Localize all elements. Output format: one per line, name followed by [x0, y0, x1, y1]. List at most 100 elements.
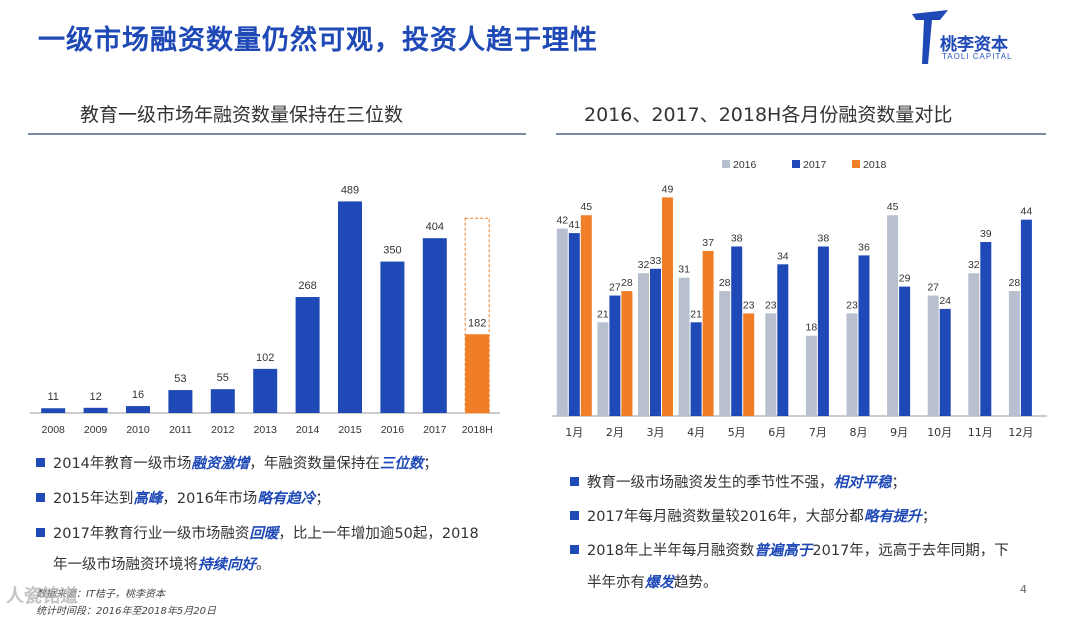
bar [580, 215, 592, 416]
bar [858, 255, 870, 416]
right-bullet-2: 2017年每月融资数量较2016年，大部分都略有提升； [570, 505, 936, 526]
bullet-highlight: 高峰 [133, 491, 163, 507]
left-bullet-3-line2: 年一级市场融资环境将持续向好。 [53, 553, 271, 574]
bullet-highlight: 融资激增 [191, 456, 250, 472]
bar [887, 215, 899, 416]
bar [422, 238, 447, 413]
tick-label: 9月 [890, 426, 908, 439]
bar [719, 291, 731, 416]
bullet-text: ，2016年市场 [162, 491, 258, 507]
tick-label: 12月 [1008, 426, 1033, 439]
data-label: 53 [174, 373, 186, 385]
bar [380, 261, 405, 413]
bar [83, 407, 108, 413]
right-bullet-3-line2: 半年亦有爆发趋势。 [587, 571, 718, 592]
legend-swatch [852, 160, 860, 168]
bar [556, 228, 568, 416]
bar [939, 308, 951, 416]
logo-name: 桃李资本 [940, 35, 1008, 55]
bar [1008, 291, 1020, 416]
bullet-highlight: 回暖 [249, 526, 279, 542]
bullet-square-icon [36, 458, 45, 467]
data-label: 28 [719, 277, 731, 289]
bar [568, 233, 580, 416]
tick-label: 11月 [968, 426, 993, 439]
data-label: 38 [731, 232, 743, 244]
data-label: 21 [690, 308, 702, 320]
tick-label: 2018H [462, 424, 493, 436]
data-label: 31 [678, 264, 690, 276]
bullet-highlight: 略有趋冷 [257, 491, 316, 507]
bar [253, 368, 278, 413]
bullet-square-icon [570, 477, 579, 486]
bullet-text: 趋势。 [674, 575, 718, 591]
bullet-text: 2014年教育一级市场 [53, 456, 192, 472]
bullet-text: ； [423, 456, 438, 472]
right-chart-subtitle: 2016、2017、2018H各月份融资数量对比 [584, 104, 953, 126]
bar [465, 334, 490, 413]
tick-label: 6月 [768, 426, 786, 439]
legend-label: 2018 [863, 159, 887, 171]
legend-label: 2017 [803, 159, 827, 171]
tick-label: 2011 [169, 424, 192, 436]
right-divider [556, 133, 1046, 135]
data-label: 38 [818, 232, 830, 244]
source-note: 数据来源：IT桔子，桃李资本 [36, 589, 166, 600]
bullet-text: 2017年教育行业一级市场融资 [53, 526, 250, 542]
bar [41, 408, 66, 413]
bullet-highlight: 略有提升 [863, 509, 922, 525]
bullet-text: 年一级市场融资环境将 [53, 557, 198, 573]
data-label: 12 [89, 391, 101, 403]
watermark: 人瓷铭道 [6, 586, 78, 607]
tick-label: 4月 [687, 426, 705, 439]
page-number: 4 [1020, 583, 1027, 596]
legend-label: 2016 [733, 159, 757, 171]
tick-label: 5月 [728, 426, 746, 439]
bar [609, 295, 621, 416]
left-bullet-3: 2017年教育行业一级市场融资回暖，比上一年增加逾50起，2018 [36, 522, 479, 543]
right-bullet-3: 2018年上半年每月融资数普遍高于2017年，远高于去年同期，下 [570, 539, 1009, 560]
data-label: 29 [899, 273, 911, 285]
tick-label: 7月 [809, 426, 827, 439]
data-label: 27 [609, 282, 621, 294]
bar [210, 389, 235, 413]
bar [597, 322, 609, 416]
bar [638, 273, 649, 416]
bar [765, 313, 777, 416]
data-label: 41 [568, 219, 580, 231]
bullet-highlight: 爆发 [645, 575, 674, 591]
bar [650, 268, 661, 416]
data-label: 18 [806, 322, 818, 334]
bar [927, 295, 939, 416]
data-label: 36 [858, 241, 870, 253]
bullet-text: 2017年每月融资数量较2016年，大部分都 [587, 509, 864, 525]
bar [817, 246, 829, 416]
tick-label: 2008 [42, 424, 66, 436]
data-label: 45 [887, 201, 899, 213]
time-range-note: 统计时间段：2016年至2018年5月20日 [36, 606, 216, 617]
left-bullet-2: 2015年达到高峰，2016年市场略有趋冷； [36, 487, 330, 508]
data-label: 28 [1009, 277, 1021, 289]
data-label: 102 [256, 352, 274, 364]
left-divider [28, 133, 526, 135]
bar [805, 335, 817, 416]
data-label: 16 [132, 389, 144, 401]
data-label: 23 [743, 299, 755, 311]
bullet-text: ； [891, 475, 907, 491]
bar [731, 246, 743, 416]
legend-swatch [792, 160, 800, 168]
tick-label: 8月 [850, 426, 868, 439]
left-chart-subtitle: 教育一级市场年融资数量保持在三位数 [80, 104, 404, 126]
tick-label: 2013 [254, 424, 278, 436]
bullet-square-icon [570, 545, 579, 554]
bar [126, 406, 150, 413]
tick-label: 2010 [126, 424, 150, 436]
yearly-financing-chart: 11 2008 12 2009 16 2010 53 2011 55 2012 102 2013 268… [30, 184, 500, 436]
data-label: 34 [777, 250, 789, 262]
data-label: 21 [597, 308, 609, 320]
data-label: 39 [980, 228, 992, 240]
bar [621, 291, 633, 416]
bar [168, 390, 193, 413]
data-label: 28 [621, 277, 633, 289]
data-label: 32 [968, 259, 980, 271]
